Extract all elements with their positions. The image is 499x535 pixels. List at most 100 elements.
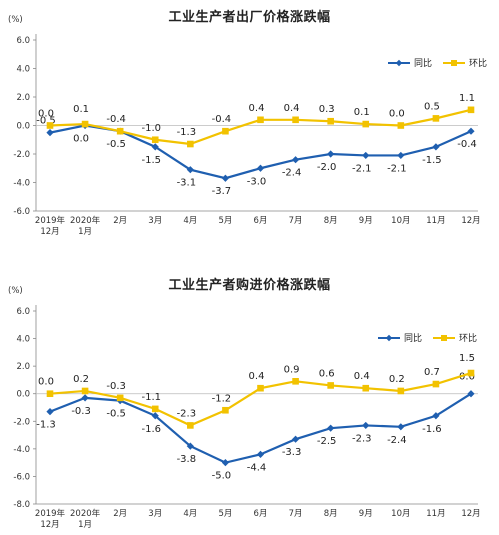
data-point-square [222,406,229,414]
x-tick-label: 6月 [254,509,268,519]
chart-title: 工业生产者出厂价格涨跌幅 [168,10,331,25]
data-point-diamond [186,166,194,174]
data-label: -3.8 [177,454,197,465]
data-point-diamond [291,435,300,443]
data-label: -2.3 [177,408,197,419]
x-tick-label: 11月 [426,509,445,519]
data-label: -3.0 [247,176,267,187]
y-tick-label: 4.0 [16,65,30,75]
x-tick-label: 12月 [40,227,59,237]
data-label: 0.2 [389,374,405,385]
data-point-square [467,369,475,377]
data-point-diamond [432,143,440,151]
data-label: 0.7 [424,367,440,378]
x-tick-label: 12月 [461,216,480,226]
data-label: -0.3 [71,406,91,417]
legend-label: 环比 [469,57,487,69]
data-label: -0.5 [36,116,56,127]
data-label: -0.4 [457,139,477,150]
data-point-square [292,116,299,124]
x-tick-label: 8月 [324,216,338,226]
x-tick-label: 9月 [359,216,373,226]
x-tick-label: 12月 [461,509,480,519]
data-label: -0.4 [106,114,126,125]
legend-label: 同比 [404,332,422,344]
data-label: -2.5 [317,436,337,447]
data-label: -5.0 [212,471,232,482]
data-label: 0.4 [284,103,300,114]
y-tick-label: 2.0 [16,362,30,372]
data-point-diamond [81,394,89,402]
y-tick-label: -2.0 [13,417,30,427]
y-tick-label: -8.0 [13,500,30,510]
chart-svg: (%)6.04.02.00.0-2.0-4.0-6.02019年12月2020年… [8,15,487,237]
x-tick-label: 6月 [254,216,268,226]
data-point-diamond [256,164,265,172]
x-tick-label: 11月 [426,216,445,226]
y-tick-label: 6.0 [16,307,30,317]
data-point-diamond [432,412,440,420]
data-label: -1.5 [141,155,161,166]
x-tick-label: 2020年 [70,508,101,519]
data-point-diamond [46,129,54,137]
legend-label: 同比 [414,57,432,69]
data-point-square [467,106,475,114]
x-tick-label: 3月 [148,509,162,519]
x-tick-label: 9月 [359,509,373,519]
data-label: 1.5 [459,353,475,364]
y-tick-label: -6.0 [13,207,30,217]
y-tick-label: 0.0 [16,390,30,400]
x-tick-label: 8月 [324,509,338,519]
legend-marker [441,335,447,341]
data-label: -0.3 [106,381,126,392]
data-point-diamond [362,151,370,160]
x-tick-label: 10月 [391,509,410,519]
data-label: 0.4 [354,371,370,382]
data-label: -3.3 [282,447,302,458]
y-unit-label: (%) [8,15,23,25]
x-tick-label: 2月 [113,509,127,519]
data-point-square [327,117,334,125]
data-label: -1.3 [36,420,56,431]
data-label: 0.9 [284,364,300,375]
y-unit-label: (%) [8,286,23,296]
data-point-square [432,115,440,122]
data-point-square [151,136,159,144]
data-point-square [46,122,54,129]
data-point-diamond [221,459,230,467]
data-point-square [362,384,370,392]
data-label: -0.5 [106,409,126,420]
x-tick-label: 7月 [289,216,303,226]
data-point-diamond [397,423,405,431]
data-point-square [292,378,299,385]
y-tick-label: 6.0 [16,36,30,46]
data-label: -2.3 [352,433,372,444]
legend-marker [385,334,393,342]
x-tick-label: 5月 [218,216,232,226]
data-label: 0.1 [73,104,89,115]
data-point-square [116,394,124,402]
data-point-square [81,120,89,128]
data-label: -1.1 [141,392,161,403]
data-point-diamond [362,421,370,430]
x-tick-label: 2019年 [35,508,66,519]
data-label: -1.0 [141,123,161,134]
x-tick-label: 7月 [289,509,303,519]
data-label: -2.4 [387,435,407,446]
x-tick-label: 10月 [391,216,410,226]
x-tick-label: 4月 [183,509,197,519]
data-point-square [432,380,440,388]
data-point-diamond [467,390,475,398]
data-label: 0.0 [459,372,475,383]
data-point-square [222,127,229,135]
data-label: -1.5 [422,155,442,166]
x-tick-label: 2020年 [70,215,101,226]
data-label: -1.6 [141,424,161,435]
x-tick-label: 2019年 [35,215,66,226]
chart-title: 工业生产者购进价格涨跌幅 [168,278,331,293]
y-tick-label: -4.0 [13,179,30,189]
data-point-diamond [327,150,335,158]
chart-svg: (%)6.04.02.00.0-2.0-4.0-6.0-8.02019年12月2… [8,286,481,530]
data-label: -3.1 [177,178,197,189]
y-tick-label: 0.0 [16,122,30,132]
